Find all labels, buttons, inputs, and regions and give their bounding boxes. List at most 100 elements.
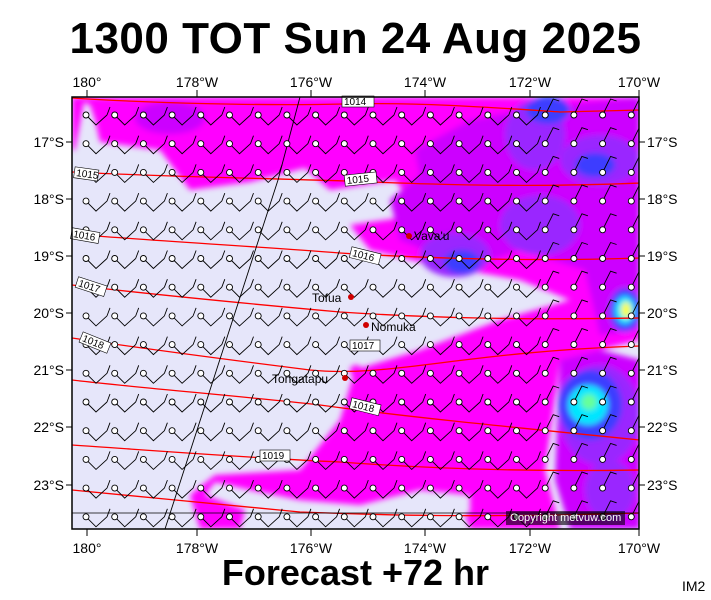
wind-barb (171, 250, 197, 270)
wind-station (168, 455, 176, 463)
wind-station (340, 197, 348, 205)
wind-barb (372, 451, 398, 471)
wind-barb (85, 135, 111, 155)
wind-station (82, 427, 90, 435)
wind-station (197, 226, 205, 234)
wind-barb (315, 192, 341, 212)
wind-barb (573, 184, 589, 202)
isobar-label: 1015 (75, 168, 99, 182)
wind-barb (630, 155, 639, 173)
wind-barb (200, 451, 226, 471)
wind-barb (573, 356, 589, 374)
wind-barb (143, 106, 168, 126)
wind-station (168, 226, 176, 234)
wind-barb (257, 365, 283, 384)
wind-station (168, 312, 176, 320)
wind-station (398, 226, 406, 234)
lat-label-left: 18°S (33, 191, 64, 207)
wind-station (197, 513, 205, 521)
wind-station (111, 226, 119, 234)
wind-station (197, 111, 205, 119)
wind-barb (171, 393, 197, 413)
lon-label-bottom: 174°W (403, 540, 447, 556)
wind-station (283, 168, 291, 176)
wind-station (398, 140, 406, 148)
wind-station (82, 255, 90, 262)
wind-barb (573, 328, 589, 345)
wind-station (312, 427, 320, 435)
wind-barb (114, 422, 140, 442)
wind-barb (286, 508, 312, 528)
wind-station (426, 484, 434, 492)
wind-station (513, 427, 520, 435)
wind-barb (458, 221, 484, 241)
wind-station (398, 197, 406, 205)
wind-station (426, 427, 434, 435)
wind-station (599, 312, 607, 320)
wind-station (168, 484, 176, 492)
wind-barb (315, 479, 341, 499)
wind-barb (171, 192, 197, 212)
wind-station (197, 197, 205, 205)
wind-barb (143, 221, 168, 241)
wind-barb (401, 393, 427, 413)
wind-station (484, 484, 492, 492)
wind-barb (458, 250, 484, 270)
wind-station (627, 455, 635, 463)
wind-barb (372, 135, 398, 155)
wind-barb (630, 98, 639, 116)
track-line (164, 179, 279, 529)
wind-barb (229, 365, 254, 384)
wind-station (426, 369, 434, 377)
wind-barb (200, 106, 226, 126)
wind-station (312, 455, 320, 463)
wind-station (340, 283, 348, 291)
wind-station (513, 312, 520, 320)
wind-station (570, 341, 578, 349)
lat-label-left: 21°S (33, 362, 64, 378)
wind-station (513, 226, 520, 234)
wind-station (226, 398, 233, 406)
wind-station (139, 369, 147, 377)
wind-station (484, 513, 492, 521)
wind-barb (286, 164, 312, 184)
wind-barb (602, 98, 617, 116)
wind-station (455, 341, 463, 349)
isobar-label: 1014 (344, 97, 367, 108)
wind-barb (630, 270, 639, 288)
wind-station (139, 168, 147, 176)
wind-barb (286, 393, 312, 413)
wind-barb (487, 192, 513, 212)
wind-station (254, 513, 262, 521)
wind-barb (630, 471, 639, 489)
wind-station (426, 226, 434, 234)
wind-station (369, 226, 377, 234)
wind-station (369, 312, 377, 320)
wind-barb (430, 221, 455, 241)
wind-station (82, 111, 90, 119)
wind-station (312, 513, 320, 521)
wind-station (513, 168, 520, 176)
wind-station (513, 197, 520, 205)
wind-barb (85, 192, 111, 212)
wind-station (283, 513, 291, 521)
lat-label-right: 22°S (647, 419, 678, 435)
wind-station (254, 484, 262, 492)
wind-barb (171, 106, 197, 126)
wind-barb (573, 155, 589, 173)
wind-barb (315, 106, 341, 126)
wind-station (283, 312, 291, 320)
wind-station (369, 484, 377, 492)
wind-barb (85, 365, 111, 384)
wind-barb (372, 422, 398, 442)
wind-barb (257, 422, 283, 442)
wind-barb (573, 241, 589, 259)
wind-barb (430, 393, 455, 413)
place-label: Vava'u (414, 229, 449, 243)
wind-station (455, 513, 463, 521)
isobar-label: 1017 (352, 341, 375, 352)
wind-station (168, 427, 176, 435)
wind-barb (315, 365, 341, 384)
wind-station (340, 484, 348, 492)
wind-barb (143, 192, 168, 212)
